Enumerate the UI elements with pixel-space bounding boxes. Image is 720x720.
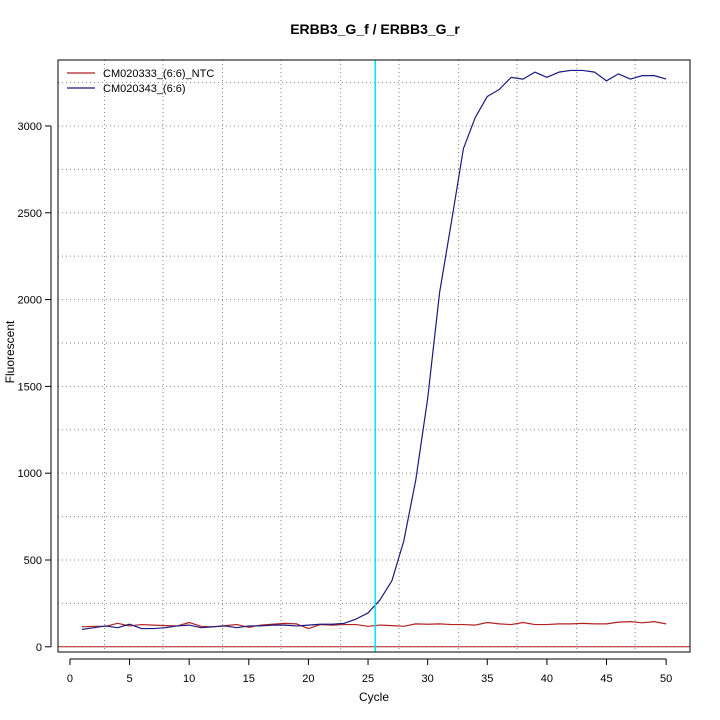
legend-label: CM020343_(6:6)	[103, 83, 186, 95]
chart-title: ERBB3_G_f / ERBB3_G_r	[290, 21, 460, 37]
x-tick-label: 45	[600, 673, 612, 685]
x-tick-label: 40	[541, 673, 553, 685]
x-tick-label: 5	[126, 673, 132, 685]
y-tick-label: 500	[24, 555, 42, 567]
y-axis-label: Fluorescent	[3, 320, 17, 383]
grid-lines	[58, 60, 690, 652]
x-tick-label: 35	[481, 673, 493, 685]
y-tick-label: 1500	[18, 381, 42, 393]
series-lines	[81, 69, 667, 631]
y-tick-label: 3000	[18, 121, 42, 133]
x-tick-label: 30	[422, 673, 434, 685]
x-tick-label: 20	[302, 673, 314, 685]
x-tick-label: 25	[362, 673, 374, 685]
y-tick-label: 2500	[18, 208, 42, 220]
y-axis: 0 500 1000 1500 2000 2500 3000	[18, 121, 52, 654]
x-axis: 0 5 10 15 20 25 30 35 40 45 50	[67, 658, 672, 685]
legend: CM020333_(6:6)_NTC CM020343_(6:6)	[67, 68, 214, 95]
y-tick-label: 0	[36, 642, 42, 654]
x-axis-label: Cycle	[359, 690, 389, 704]
series-line-sample	[81, 69, 667, 631]
x-tick-label: 0	[67, 673, 73, 685]
legend-label: CM020333_(6:6)_NTC	[103, 68, 214, 80]
x-tick-label: 10	[183, 673, 195, 685]
y-tick-label: 2000	[18, 295, 42, 307]
x-tick-label: 50	[660, 673, 672, 685]
plot-frame	[57, 59, 691, 653]
x-tick-label: 15	[243, 673, 255, 685]
y-tick-label: 1000	[18, 468, 42, 480]
